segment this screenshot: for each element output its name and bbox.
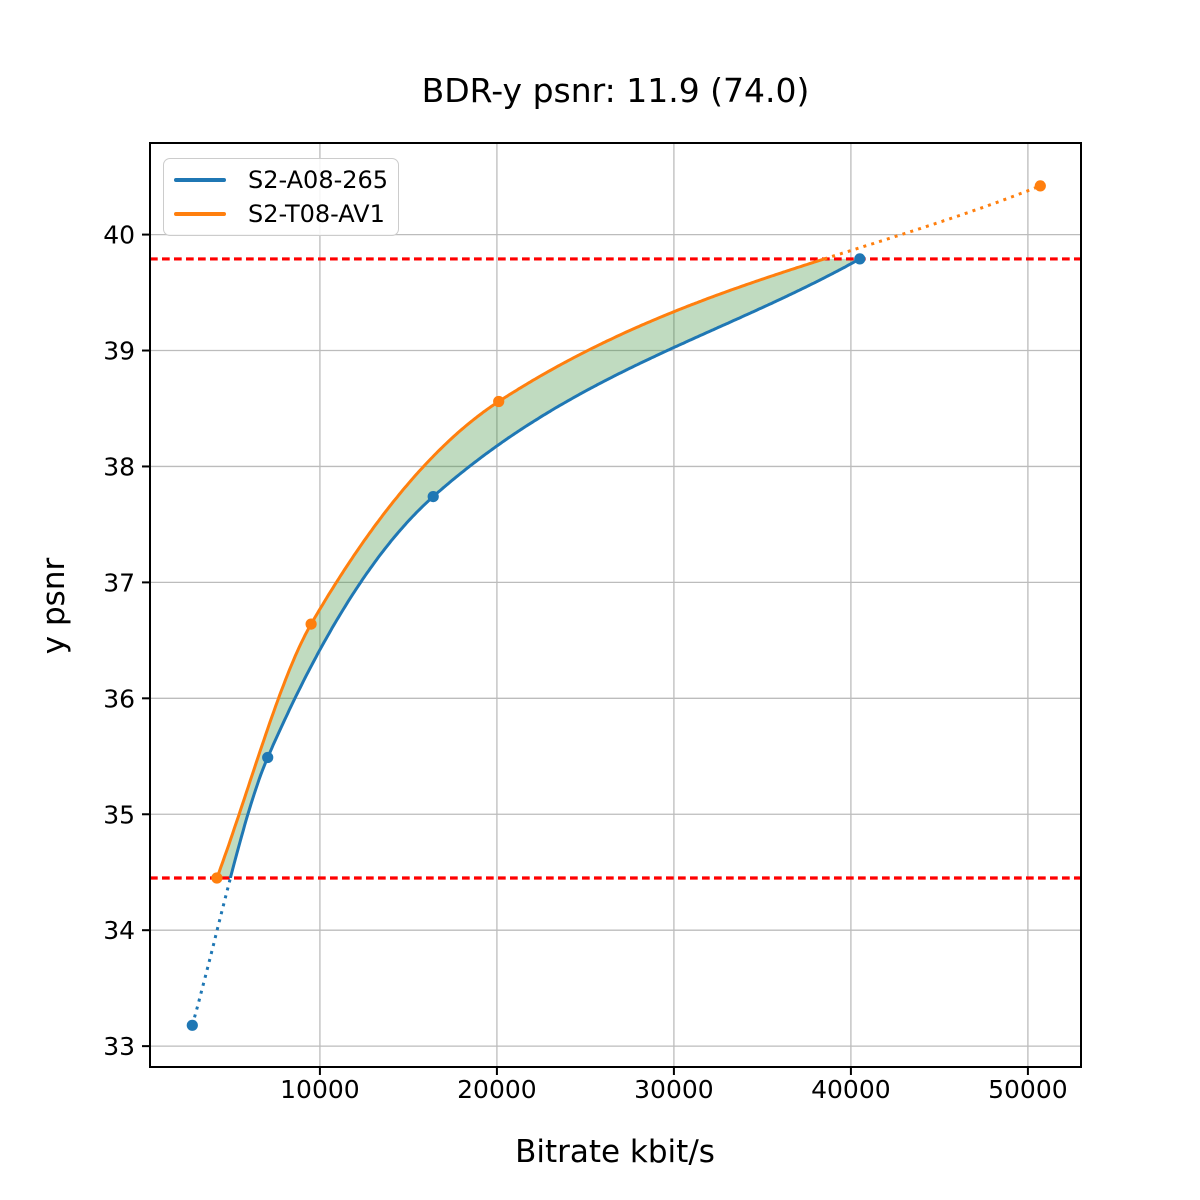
y-tick-label: 40: [103, 221, 135, 250]
marker-S2-A08-265: [427, 491, 439, 503]
legend-entry: S2-A08-265: [174, 168, 390, 192]
y-tick-label: 38: [103, 452, 135, 481]
series-S2-A08-265-dotted: [190, 877, 232, 1026]
axes-spines: [149, 142, 1082, 1068]
legend-label: S2-T08-AV1: [248, 200, 385, 228]
y-tick-label: 39: [103, 337, 135, 366]
legend: S2-A08-265 S2-T08-AV1: [163, 158, 399, 236]
legend-label: S2-A08-265: [248, 166, 389, 194]
y-axis-label: y psnr: [36, 557, 72, 655]
x-tick-label: 20000: [457, 1075, 537, 1104]
y-tick-label: 33: [103, 1032, 135, 1061]
x-tick-label: 10000: [280, 1075, 360, 1104]
marker-S2-A08-265: [854, 253, 866, 265]
y-tick-label: 34: [103, 916, 135, 945]
marker-S2-T08-AV1: [1034, 180, 1046, 192]
marker-S2-T08-AV1: [211, 872, 223, 884]
y-tick-label: 37: [103, 568, 135, 597]
y-tick-label: 36: [103, 684, 135, 713]
legend-line-sample: [174, 212, 226, 216]
y-tick-label: 35: [103, 800, 135, 829]
x-tick-label: 50000: [988, 1075, 1068, 1104]
legend-entry: S2-T08-AV1: [174, 202, 390, 226]
x-axis-label: Bitrate kbit/s: [515, 1134, 715, 1170]
x-tick-label: 40000: [811, 1075, 891, 1104]
marker-S2-A08-265: [262, 751, 274, 764]
x-tick-label: 30000: [634, 1075, 714, 1104]
marker-S2-T08-AV1: [493, 395, 505, 408]
chart-title: BDR-y psnr: 11.9 (74.0): [421, 71, 810, 110]
marker-S2-A08-265: [186, 1019, 198, 1031]
legend-line-sample: [174, 178, 226, 182]
bd-area-fill: [216, 258, 860, 878]
series-S2-T08-AV1-dotted: [823, 184, 1041, 261]
marker-S2-T08-AV1: [305, 618, 317, 630]
series-S2-A08-265-solid: [228, 257, 861, 879]
series-S2-T08-AV1-solid: [215, 257, 825, 879]
